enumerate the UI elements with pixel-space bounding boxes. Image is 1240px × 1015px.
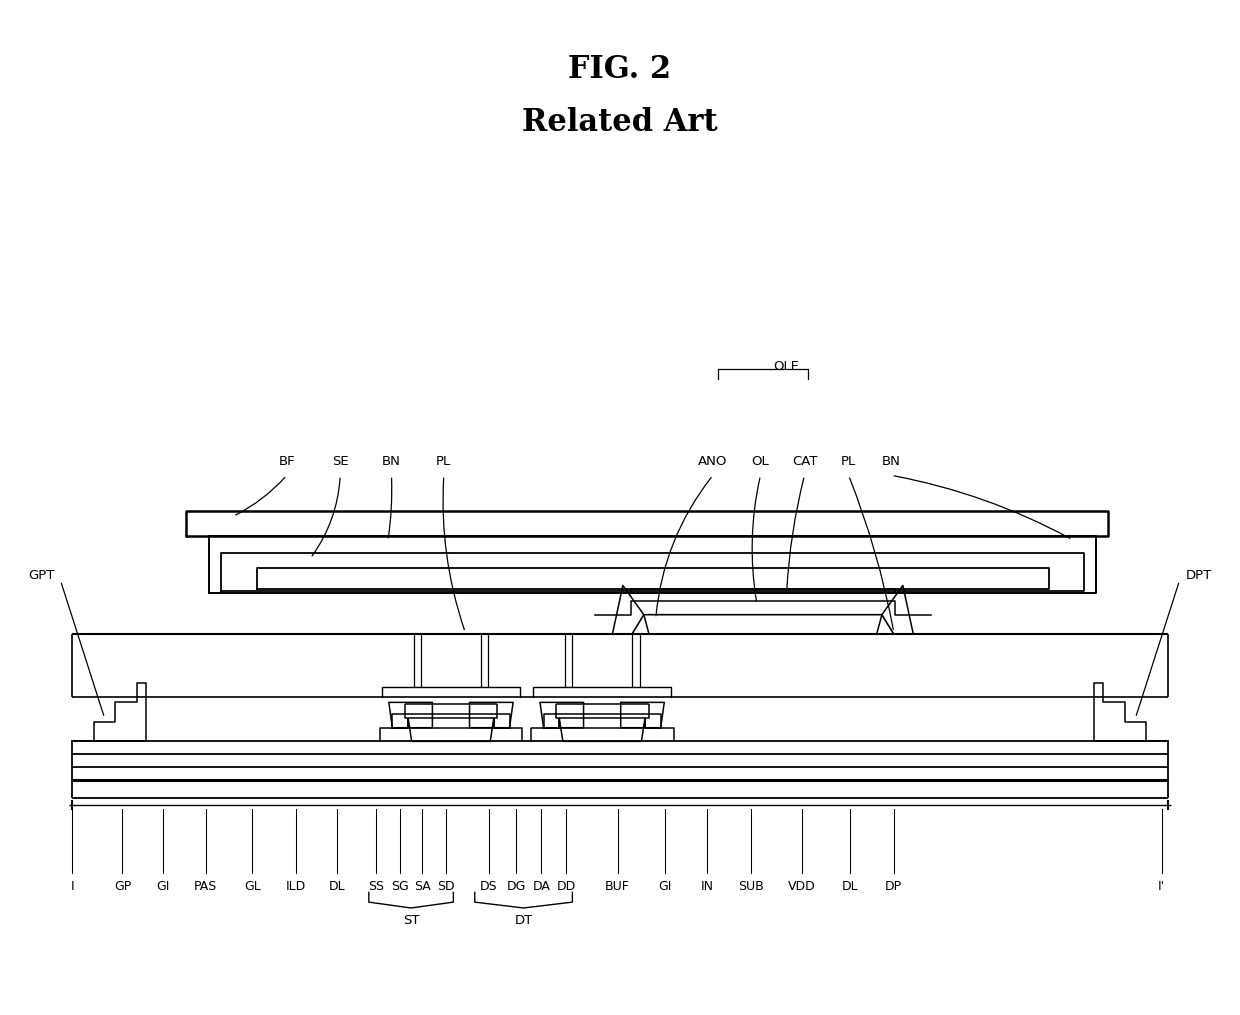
Text: GP: GP (114, 880, 131, 893)
Text: SA: SA (414, 880, 430, 893)
Text: I': I' (1158, 880, 1166, 893)
Text: GI: GI (156, 880, 170, 893)
Text: SG: SG (391, 880, 409, 893)
Text: IN: IN (701, 880, 713, 893)
Text: DL: DL (329, 880, 345, 893)
Text: PL: PL (436, 455, 451, 468)
Text: OL: OL (751, 455, 769, 468)
Text: GL: GL (244, 880, 260, 893)
Text: BN: BN (882, 455, 900, 468)
Text: SS: SS (368, 880, 384, 893)
Text: DL: DL (842, 880, 858, 893)
Text: GPT: GPT (29, 569, 55, 583)
Text: SD: SD (438, 880, 455, 893)
Text: CAT: CAT (792, 455, 817, 468)
Text: DP: DP (885, 880, 903, 893)
Text: DD: DD (557, 880, 577, 893)
Text: ST: ST (403, 914, 419, 927)
Text: Related Art: Related Art (522, 108, 718, 138)
Text: SUB: SUB (738, 880, 764, 893)
Text: DG: DG (507, 880, 526, 893)
Text: GI: GI (658, 880, 672, 893)
Text: DA: DA (532, 880, 551, 893)
Text: ILD: ILD (286, 880, 306, 893)
Text: DT: DT (515, 914, 533, 927)
Text: SE: SE (332, 455, 348, 468)
Text: VDD: VDD (789, 880, 816, 893)
Text: BF: BF (278, 455, 295, 468)
Text: OLE: OLE (774, 360, 800, 374)
Text: PAS: PAS (195, 880, 217, 893)
Text: PL: PL (841, 455, 856, 468)
Text: I: I (71, 880, 74, 893)
Text: BUF: BUF (605, 880, 630, 893)
Text: DS: DS (480, 880, 498, 893)
Text: FIG. 2: FIG. 2 (568, 54, 672, 84)
Text: BN: BN (382, 455, 401, 468)
Text: DPT: DPT (1185, 569, 1211, 583)
Text: ANO: ANO (698, 455, 728, 468)
